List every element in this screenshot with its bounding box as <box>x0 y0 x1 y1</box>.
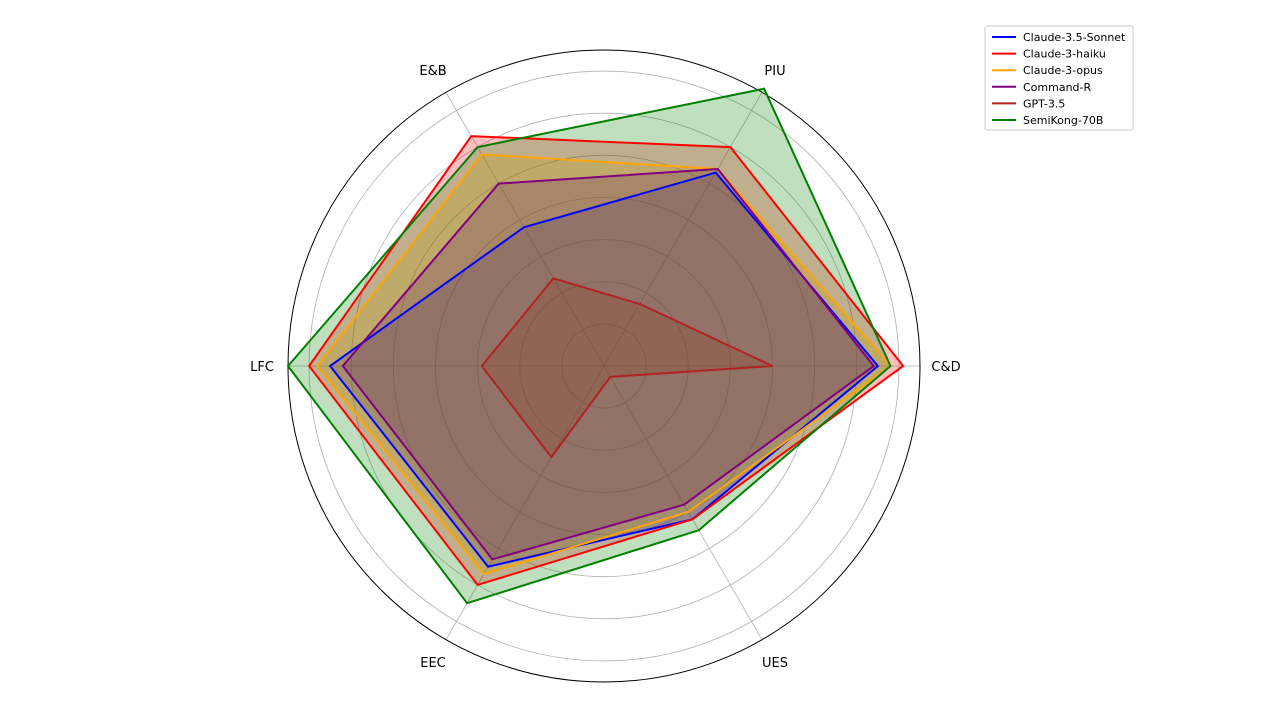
axis-label: UES <box>762 656 788 671</box>
legend-label: Claude-3-haiku <box>1023 48 1106 61</box>
series-line-gpt-3-5 <box>480 277 773 459</box>
legend-label: Command-R <box>1023 81 1092 94</box>
axis-label: LFC <box>250 360 274 375</box>
fill-layer <box>288 88 904 604</box>
series-area-gpt-3-5 <box>481 278 773 458</box>
axis-label-layer: C&D PIU E&B LFC EEC UES <box>250 64 961 671</box>
grid-spoke <box>603 365 763 640</box>
axis-label: EEC <box>420 656 446 671</box>
legend-label: GPT-3.5 <box>1023 97 1065 110</box>
line-layer <box>286 87 905 605</box>
grid-spoke <box>445 365 605 640</box>
legend-label: SemiKong-70B <box>1023 114 1103 127</box>
legend: Claude-3.5-Sonnet Claude-3-haiku Claude-3-… <box>984 25 1134 131</box>
series-area-command-r <box>342 169 874 560</box>
series-area-claude-3-5-sonnet <box>330 172 878 567</box>
series-area-claude-3-haiku <box>309 136 904 585</box>
axis-label: E&B <box>419 64 446 79</box>
grid-spoke <box>445 92 605 367</box>
axis-label: C&D <box>931 360 960 375</box>
legend-label: Claude-3.5-Sonnet <box>1023 31 1126 44</box>
legend-label: Claude-3-opus <box>1023 64 1103 77</box>
grid-spoke <box>603 92 763 367</box>
series-line-claude-3-haiku <box>307 135 905 587</box>
series-line-command-r <box>341 167 876 561</box>
legend-frame <box>984 25 1134 131</box>
axis-label: PIU <box>764 64 785 79</box>
series-line-semikong-70b <box>286 87 892 605</box>
